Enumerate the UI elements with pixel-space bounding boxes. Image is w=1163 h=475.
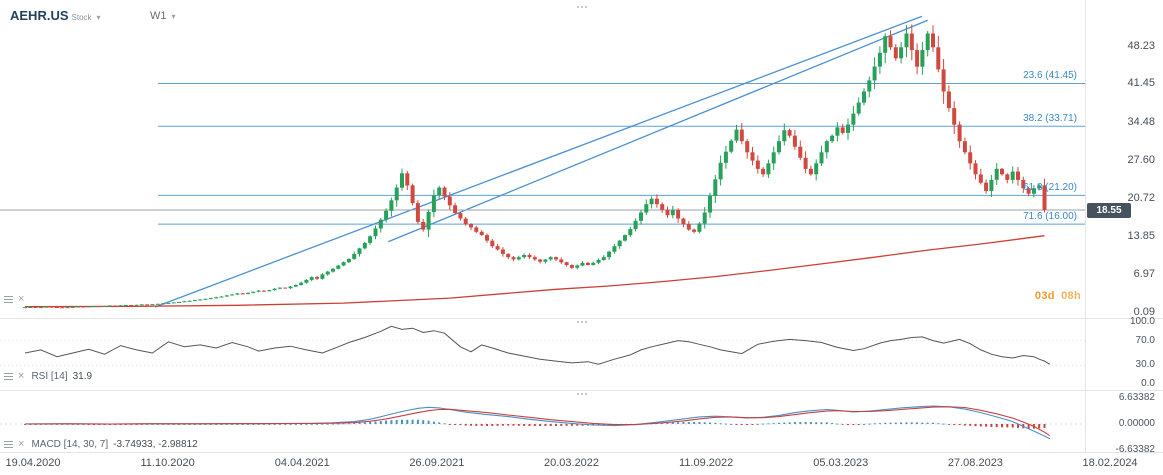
- date-axis-label: 26.09.2021: [409, 457, 465, 469]
- indicator-close-icon[interactable]: ×: [18, 293, 25, 305]
- date-axis-label: 19.04.2020: [5, 457, 61, 469]
- date-axis-label: 20.03.2022: [543, 457, 600, 469]
- price-axis-tick: 13.85: [1127, 229, 1155, 242]
- macd-panel-drag-handle[interactable]: [577, 393, 587, 395]
- current-price-badge: 18.55: [1087, 202, 1131, 218]
- rsi-indicator-name: RSI [14]: [31, 371, 68, 382]
- overlay-indicator-controls: ×: [4, 293, 25, 305]
- date-axis-label: 11.10.2020: [140, 457, 195, 469]
- fib-level-label-38-2[interactable]: 38.2 (33.71): [1023, 113, 1077, 125]
- indicator-close-icon[interactable]: ×: [18, 438, 25, 450]
- fib-level-label-23-6[interactable]: 23.6 (41.45): [1023, 70, 1077, 82]
- rsi-axis-tick: 100.0: [1129, 316, 1155, 327]
- price-axis-tick: 48.23: [1127, 40, 1155, 53]
- bar-close-countdown: 03d 08h: [1035, 290, 1081, 302]
- indicator-close-icon[interactable]: ×: [18, 370, 25, 382]
- date-axis-label: 18.02.2024: [1082, 457, 1138, 469]
- chevron-down-icon: ▾: [171, 12, 176, 21]
- countdown-days: 03d: [1034, 290, 1055, 302]
- rsi-indicator-value: 31.9: [72, 371, 93, 382]
- rsi-panel-drag-handle[interactable]: [577, 321, 587, 323]
- price-axis-tick: 6.97: [1133, 267, 1155, 280]
- indicator-menu-icon[interactable]: [4, 373, 13, 380]
- symbol-name: AEHR.US: [10, 8, 69, 23]
- main-panel-drag-handle[interactable]: [577, 6, 587, 8]
- price-axis-tick: 34.48: [1127, 115, 1155, 128]
- instrument-type-label: Stock: [71, 13, 92, 22]
- countdown-hours: 08h: [1061, 290, 1081, 302]
- macd-indicator-name: MACD [14, 30, 7]: [31, 439, 109, 450]
- date-axis-label: 05.03.2023: [813, 457, 869, 469]
- price-axis-tick: 41.45: [1127, 77, 1155, 90]
- rsi-axis-tick: 30.0: [1135, 359, 1155, 371]
- instrument-selector[interactable]: AEHR.US Stock ▾: [10, 8, 101, 23]
- macd-indicator-row: × MACD [14, 30, 7] -3.74933, -2.98812: [4, 439, 198, 450]
- fib-level-label-61-8[interactable]: 61.8 (21.20): [1023, 182, 1077, 194]
- macd-axis-tick: 6.63382: [1118, 392, 1155, 403]
- macd-axis-tick: 0.00000: [1118, 418, 1155, 429]
- fib-level-label-71-6[interactable]: 71.6 (16.00): [1023, 211, 1077, 223]
- macd-indicator-values: -3.74933, -2.98812: [113, 439, 198, 450]
- price-axis-tick: 27.60: [1127, 154, 1155, 166]
- timeframe-selector[interactable]: W1 ▾: [150, 10, 176, 22]
- chevron-down-icon: ▾: [96, 13, 101, 22]
- date-axis-label: 27.08.2023: [947, 457, 1003, 469]
- indicator-menu-icon[interactable]: [4, 296, 13, 303]
- date-axis-label: 04.04.2021: [274, 457, 330, 469]
- macd-axis-tick: -6.63382: [1115, 443, 1155, 455]
- rsi-indicator-row: × RSI [14] 31.9: [4, 371, 92, 382]
- date-axis-label: 11.09.2022: [679, 457, 734, 469]
- rsi-axis-tick: 0.0: [1141, 378, 1155, 389]
- rsi-axis-tick: 70.0: [1135, 334, 1155, 346]
- price-axis-tick: 20.72: [1127, 192, 1155, 205]
- price-axis-tick: 0.09: [1133, 306, 1155, 318]
- timeframe-label: W1: [150, 10, 167, 22]
- indicator-menu-icon[interactable]: [4, 441, 13, 448]
